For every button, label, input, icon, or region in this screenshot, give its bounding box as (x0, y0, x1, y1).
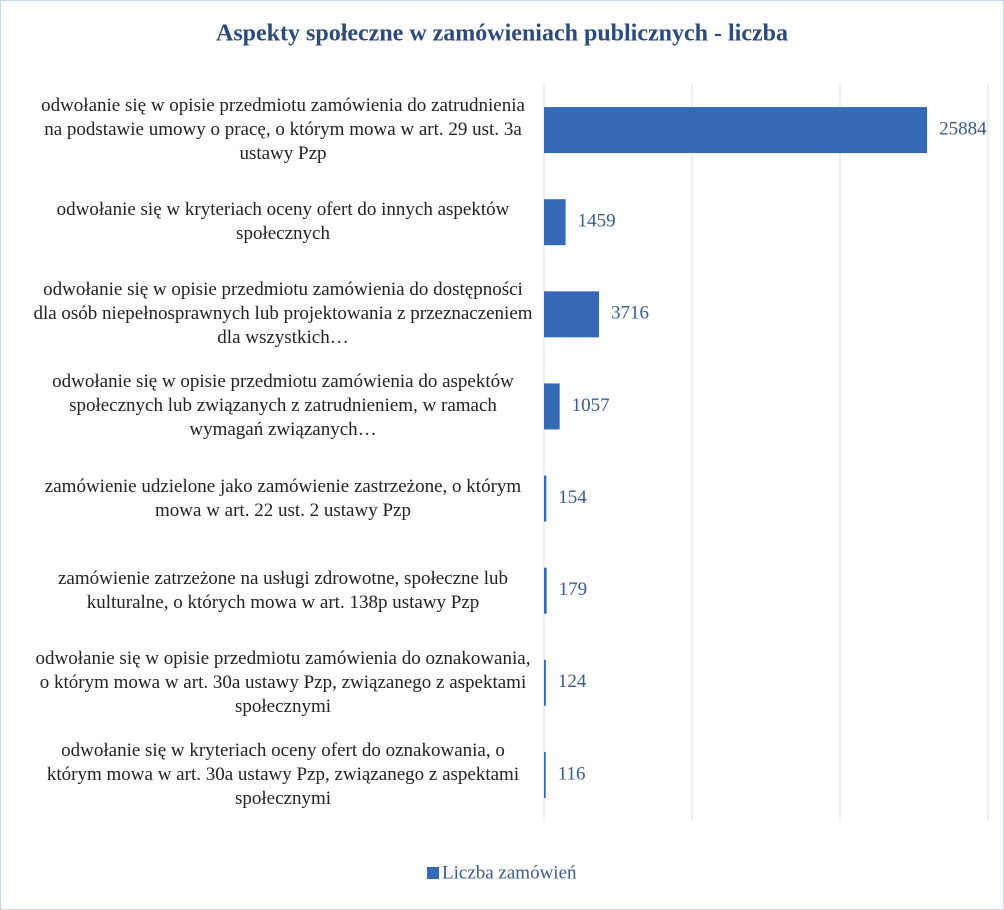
value-label: 154 (558, 487, 587, 508)
y-tick-label: odwołanie się w kryteriach oceny ofert d… (56, 199, 510, 245)
y-tick-label: odwołanie się w opisie przedmiotu zamówi… (35, 647, 531, 717)
bar (544, 567, 547, 614)
bar (544, 475, 547, 522)
bar (544, 107, 928, 154)
bar (544, 659, 546, 706)
legend-label: Liczba zamówień (442, 862, 577, 883)
bar (544, 751, 546, 798)
legend-swatch (427, 867, 439, 879)
bar (544, 291, 599, 338)
y-tick-label: odwołanie się w opisie przedmiotu zamówi… (41, 95, 525, 165)
y-tick-label: odwołanie się w opisie przedmiotu zamówi… (33, 279, 533, 349)
bar (544, 199, 566, 246)
bar (544, 383, 560, 430)
value-label: 3716 (611, 303, 649, 324)
y-tick-label: odwołanie się w opisie przedmiotu zamówi… (52, 371, 514, 441)
value-label: 25884 (939, 118, 987, 139)
y-tick-label: odwołanie się w kryteriach oceny ofert d… (46, 739, 520, 809)
value-label: 1459 (578, 211, 616, 232)
value-label: 1057 (572, 395, 610, 416)
value-label: 116 (558, 763, 586, 784)
y-tick-label: zamówienie zatrzeżone na usługi zdrowotn… (57, 567, 508, 613)
value-label: 124 (558, 671, 587, 692)
y-tick-label: zamówienie udzielone jako zamówienie zas… (44, 475, 522, 521)
chart-title: Aspekty społeczne w zamówieniach publicz… (216, 21, 788, 47)
value-label: 179 (559, 579, 588, 600)
